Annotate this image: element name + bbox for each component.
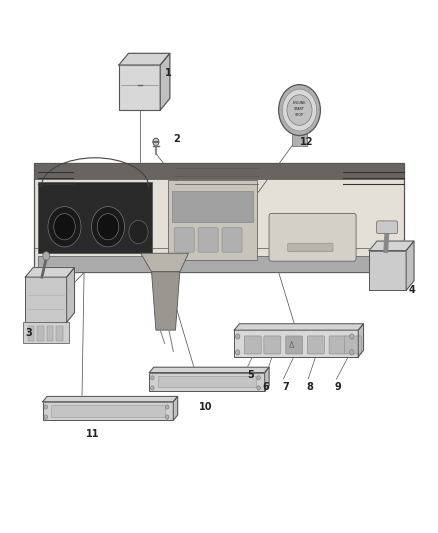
Circle shape (54, 214, 75, 240)
Circle shape (48, 207, 81, 247)
Text: 11: 11 (86, 429, 100, 439)
Polygon shape (119, 65, 160, 110)
Text: ENGINE: ENGINE (293, 101, 306, 105)
FancyBboxPatch shape (173, 191, 253, 222)
FancyBboxPatch shape (56, 326, 63, 341)
Text: 7: 7 (282, 382, 289, 392)
FancyBboxPatch shape (23, 322, 69, 343)
FancyBboxPatch shape (269, 214, 356, 261)
Circle shape (44, 405, 47, 409)
FancyBboxPatch shape (37, 326, 44, 341)
Polygon shape (358, 324, 364, 357)
Circle shape (44, 415, 47, 419)
Text: 4: 4 (408, 285, 415, 295)
Polygon shape (149, 373, 265, 391)
Polygon shape (141, 253, 188, 272)
Circle shape (350, 350, 354, 355)
Polygon shape (369, 251, 406, 290)
Polygon shape (406, 241, 414, 290)
Polygon shape (234, 324, 364, 330)
FancyBboxPatch shape (198, 228, 218, 252)
Circle shape (283, 89, 317, 131)
Circle shape (236, 350, 240, 355)
Circle shape (279, 85, 321, 135)
FancyBboxPatch shape (244, 336, 261, 354)
FancyBboxPatch shape (47, 326, 53, 341)
Polygon shape (67, 268, 74, 322)
FancyBboxPatch shape (28, 326, 34, 341)
FancyBboxPatch shape (307, 336, 324, 354)
FancyBboxPatch shape (168, 180, 257, 260)
Polygon shape (34, 163, 404, 179)
FancyBboxPatch shape (39, 256, 402, 272)
Polygon shape (43, 402, 173, 420)
Circle shape (92, 207, 124, 247)
Text: 8: 8 (306, 382, 313, 392)
Polygon shape (25, 277, 67, 322)
Circle shape (257, 376, 260, 380)
Text: START: START (294, 107, 305, 111)
Text: 1: 1 (165, 68, 171, 78)
Polygon shape (25, 268, 74, 277)
Circle shape (153, 138, 159, 146)
Text: 2: 2 (173, 134, 180, 144)
Polygon shape (152, 272, 180, 330)
Circle shape (287, 95, 312, 125)
Circle shape (151, 376, 154, 380)
Text: 12: 12 (300, 137, 313, 147)
Circle shape (166, 415, 169, 419)
Polygon shape (160, 53, 170, 110)
Text: 10: 10 (199, 402, 213, 412)
FancyBboxPatch shape (51, 406, 165, 417)
Circle shape (350, 334, 354, 339)
Text: STOP: STOP (295, 112, 304, 117)
Circle shape (97, 214, 119, 240)
FancyBboxPatch shape (158, 376, 256, 387)
FancyBboxPatch shape (286, 336, 303, 354)
FancyBboxPatch shape (288, 243, 333, 252)
Text: 9: 9 (334, 382, 341, 392)
Polygon shape (39, 182, 152, 253)
Polygon shape (173, 397, 178, 420)
Circle shape (129, 220, 148, 244)
FancyBboxPatch shape (222, 228, 242, 252)
FancyBboxPatch shape (264, 336, 281, 354)
Polygon shape (43, 397, 178, 402)
Text: 5: 5 (247, 370, 254, 380)
Circle shape (43, 252, 49, 260)
Circle shape (257, 386, 260, 390)
FancyBboxPatch shape (344, 336, 361, 354)
Circle shape (166, 405, 169, 409)
Circle shape (236, 334, 240, 339)
Polygon shape (34, 163, 404, 272)
Polygon shape (119, 53, 170, 65)
Text: 6: 6 (262, 382, 269, 392)
FancyBboxPatch shape (329, 336, 346, 354)
Text: 3: 3 (25, 328, 32, 338)
Circle shape (151, 386, 154, 390)
Polygon shape (369, 241, 414, 251)
FancyBboxPatch shape (174, 228, 194, 252)
Polygon shape (149, 367, 269, 373)
FancyBboxPatch shape (377, 221, 398, 233)
Polygon shape (234, 330, 358, 357)
Polygon shape (265, 367, 269, 391)
FancyBboxPatch shape (292, 134, 307, 146)
